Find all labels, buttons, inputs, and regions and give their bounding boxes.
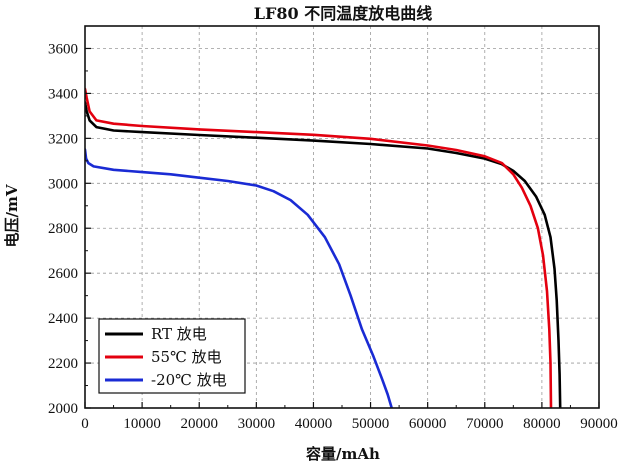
x-tick-label: 20000 <box>180 416 218 432</box>
y-tick-label: 2200 <box>48 356 78 372</box>
x-tick-label: 50000 <box>352 416 390 432</box>
x-tick-label: 0 <box>81 416 89 432</box>
series-line-1 <box>85 87 553 408</box>
legend-label-0: RT 放电 <box>151 325 207 343</box>
series-line-0 <box>85 101 562 408</box>
legend: RT 放电 55℃ 放电 -20℃ 放电 <box>98 318 246 394</box>
legend-label-2: -20℃ 放电 <box>151 371 227 389</box>
legend-label-1: 55℃ 放电 <box>151 348 222 366</box>
y-tick-label: 2400 <box>48 311 78 327</box>
x-axis-label: 容量/mAh <box>305 445 380 463</box>
y-tick-label: 2000 <box>48 401 78 417</box>
x-tick-label: 90000 <box>580 416 618 432</box>
y-axis-label: 电压/mV <box>3 184 21 247</box>
grid <box>85 26 599 408</box>
x-tick-label: 40000 <box>295 416 333 432</box>
x-tick-label: 30000 <box>238 416 276 432</box>
x-tick-label: 60000 <box>409 416 447 432</box>
series-line-2 <box>85 148 393 408</box>
chart-title: LF80 不同温度放电曲线 <box>254 4 432 23</box>
x-axis: 0 10000 20000 30000 40000 50000 60000 70000 8000… <box>81 402 618 432</box>
y-axis: 2000 2200 2400 2600 2800 3000 3200 3400 3600 <box>48 41 91 417</box>
x-tick-label: 70000 <box>466 416 504 432</box>
y-tick-label: 3600 <box>48 41 78 57</box>
y-tick-label: 3400 <box>48 86 78 102</box>
x-tick-label: 80000 <box>523 416 561 432</box>
y-tick-label: 3200 <box>48 131 78 147</box>
y-tick-label: 3000 <box>48 176 78 192</box>
y-tick-label: 2800 <box>48 221 78 237</box>
y-tick-label: 2600 <box>48 266 78 282</box>
x-tick-label: 10000 <box>123 416 161 432</box>
